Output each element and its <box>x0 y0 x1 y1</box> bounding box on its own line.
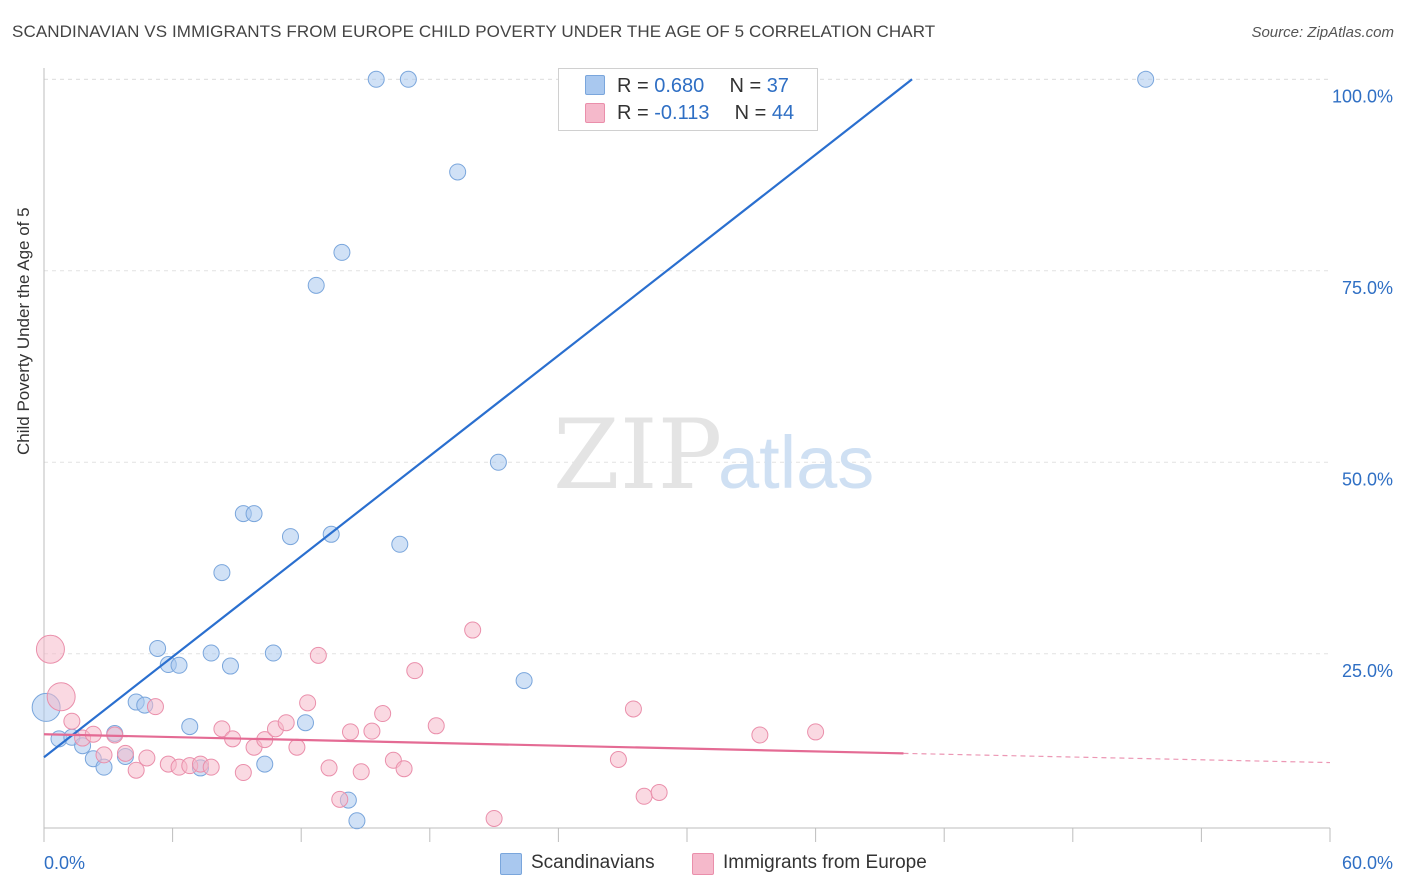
immigrant-point <box>299 694 317 712</box>
scandinavian-point <box>202 644 220 662</box>
r-label: R = <box>617 75 649 97</box>
immigrant-point <box>406 662 424 680</box>
scandinavian-point <box>256 755 274 773</box>
immigrant-point <box>807 723 825 741</box>
grid-layer: 25.0% 50.0% 75.0% 100.0% <box>44 78 1393 681</box>
scandinavian-point <box>1137 70 1155 88</box>
legend-item-immigrants[interactable]: Immigrants from Europe <box>692 852 927 875</box>
immigrant-point <box>202 758 220 776</box>
scandinavian-point <box>449 163 467 181</box>
y-axis-label: Child Poverty Under the Age of 5 <box>14 207 33 455</box>
immigrant-point <box>609 751 627 769</box>
points-layer <box>31 70 1155 830</box>
scandinavian-point <box>367 70 385 88</box>
immigrant-point <box>624 700 642 718</box>
r-label: R = <box>617 102 649 124</box>
n-value: 37 <box>766 75 789 97</box>
immigrant-point <box>146 698 164 716</box>
scandinavian-point <box>333 243 351 261</box>
legend-swatch-scandinavians <box>500 853 522 875</box>
y-tick-label: 25.0% <box>1342 661 1393 681</box>
y-tick-label: 75.0% <box>1342 278 1393 298</box>
legend-label-immigrants: Immigrants from Europe <box>723 852 927 873</box>
scandinavian-point <box>181 718 199 736</box>
n-label: N = <box>729 75 762 97</box>
source-credit: Source: ZipAtlas.com <box>1251 24 1394 41</box>
scandinavian-point <box>221 657 239 675</box>
immigrant-point <box>127 761 145 779</box>
scandinavian-point <box>391 535 409 553</box>
scandinavian-point <box>399 70 417 88</box>
scandinavian-point <box>348 812 366 830</box>
immigrant-point <box>309 646 327 664</box>
immigrant-point <box>374 705 392 723</box>
immigrant-point <box>288 738 306 756</box>
x-tick-label-min: 0.0% <box>44 853 85 873</box>
immigrant-point <box>138 749 156 767</box>
scandinavian-point <box>213 564 231 582</box>
n-value: 44 <box>771 102 795 124</box>
immigrant-point <box>464 621 482 639</box>
y-tick-label: 100.0% <box>1332 86 1393 106</box>
trend-layer <box>43 78 1331 764</box>
immigrant-point <box>427 717 445 735</box>
legend-swatch-blue <box>585 75 605 95</box>
scandinavian-point <box>245 505 263 523</box>
r-value: 0.680 <box>654 75 705 97</box>
immigrant-trendline-extension <box>903 752 1331 764</box>
immigrant-point <box>95 746 113 764</box>
immigrant-point <box>341 723 359 741</box>
legend-row-immigrants: R = -0.113 N = 44 <box>617 102 794 125</box>
immigrant-point <box>363 722 381 740</box>
scandinavian-point <box>515 672 533 690</box>
axis-layer: 0.0% 60.0% <box>43 68 1393 873</box>
scandinavian-point <box>149 639 167 657</box>
immigrant-point <box>395 760 413 778</box>
legend-label-scandinavians: Scandinavians <box>531 852 655 873</box>
immigrant-point <box>63 712 81 730</box>
chart-title: SCANDINAVIAN VS IMMIGRANTS FROM EUROPE C… <box>12 22 936 41</box>
immigrant-point <box>320 759 338 777</box>
immigrant-point <box>35 634 65 664</box>
immigrant-point <box>650 783 668 801</box>
x-tick-label-max: 60.0% <box>1342 853 1393 873</box>
scandinavian-point <box>264 644 282 662</box>
immigrant-point <box>485 809 503 827</box>
immigrant-point <box>234 764 252 782</box>
watermark-zip: ZIP <box>553 399 722 511</box>
legend-swatch-immigrants <box>692 853 714 875</box>
immigrant-trendline <box>43 733 904 755</box>
watermark-atlas: atlas <box>718 421 874 504</box>
scandinavian-point <box>307 276 325 294</box>
immigrant-point <box>46 682 76 712</box>
scandinavian-point <box>170 656 188 674</box>
legend-item-scandinavians[interactable]: Scandinavians <box>500 852 655 875</box>
immigrant-point <box>635 787 653 805</box>
scandinavian-trendline <box>43 78 913 759</box>
legend-row-scandinavians: R = 0.680 N = 37 <box>617 75 789 98</box>
watermark: ZIP atlas <box>553 399 874 511</box>
y-tick-label: 50.0% <box>1342 469 1393 489</box>
correlation-legend: R = 0.680 N = 37 R = -0.113 N = 44 <box>558 68 818 131</box>
immigrant-point <box>352 763 370 781</box>
legend-swatch-pink <box>585 103 605 123</box>
immigrant-point <box>213 720 231 738</box>
n-label: N = <box>734 102 767 124</box>
r-value: -0.113 <box>654 102 710 124</box>
immigrant-point <box>277 714 295 732</box>
immigrant-point <box>751 726 769 744</box>
scandinavian-point <box>489 453 507 471</box>
scandinavian-point <box>281 528 299 546</box>
immigrant-point <box>116 744 134 762</box>
scandinavian-point <box>296 714 314 732</box>
immigrant-point <box>331 790 349 808</box>
